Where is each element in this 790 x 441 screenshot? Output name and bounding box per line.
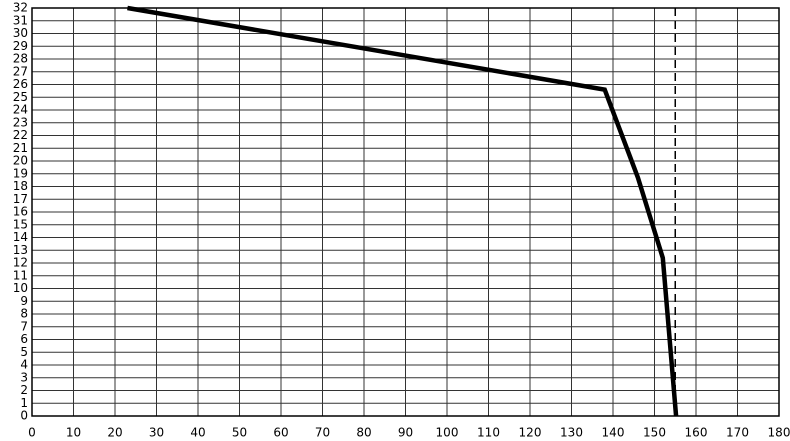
y-tick-label: 9 bbox=[20, 294, 28, 308]
x-tick-label: 70 bbox=[315, 426, 330, 440]
x-tick-label: 60 bbox=[273, 426, 288, 440]
y-tick-label: 11 bbox=[13, 268, 28, 282]
y-tick-label: 2 bbox=[20, 383, 28, 397]
y-tick-label: 19 bbox=[13, 166, 28, 180]
data-line bbox=[127, 5, 679, 417]
y-tick-label: 22 bbox=[13, 128, 28, 142]
x-tick-label: 180 bbox=[768, 426, 790, 440]
x-tick-label: 110 bbox=[477, 426, 500, 440]
x-tick-label: 170 bbox=[726, 426, 749, 440]
y-tick-label: 10 bbox=[13, 281, 28, 295]
y-tick-label: 25 bbox=[13, 90, 28, 104]
x-tick-label: 40 bbox=[190, 426, 205, 440]
y-tick-label: 18 bbox=[13, 179, 28, 193]
y-tick-label: 13 bbox=[13, 243, 28, 257]
y-tick-label: 32 bbox=[13, 1, 28, 15]
x-tick-label: 30 bbox=[149, 426, 164, 440]
x-tick-label: 90 bbox=[398, 426, 413, 440]
x-tick-label: 140 bbox=[602, 426, 625, 440]
y-tick-label: 24 bbox=[13, 103, 28, 117]
y-tick-label: 3 bbox=[20, 370, 28, 384]
x-tick-label: 20 bbox=[107, 426, 122, 440]
y-tick-label: 15 bbox=[13, 217, 28, 231]
x-tick-label: 100 bbox=[436, 426, 459, 440]
y-tick-label: 31 bbox=[13, 13, 28, 27]
y-tick-label: 17 bbox=[13, 192, 28, 206]
y-tick-label: 21 bbox=[13, 141, 28, 155]
y-tick-label: 27 bbox=[13, 64, 28, 78]
y-tick-label: 20 bbox=[13, 154, 28, 168]
x-tick-label: 80 bbox=[356, 426, 371, 440]
y-tick-label: 26 bbox=[13, 77, 28, 91]
y-tick-label: 23 bbox=[13, 115, 28, 129]
x-tick-label: 130 bbox=[560, 426, 583, 440]
y-tick-label: 29 bbox=[13, 39, 28, 53]
y-tick-label: 0 bbox=[20, 409, 28, 423]
y-tick-label: 5 bbox=[20, 345, 28, 359]
y-tick-label: 14 bbox=[13, 230, 28, 244]
x-tick-label: 150 bbox=[643, 426, 666, 440]
y-tick-label: 12 bbox=[13, 256, 28, 270]
y-tick-label: 6 bbox=[20, 332, 28, 346]
y-tick-label: 4 bbox=[20, 358, 28, 372]
y-tick-label: 8 bbox=[20, 307, 28, 321]
plot-frame bbox=[31, 7, 780, 417]
y-tick-label: 16 bbox=[13, 205, 28, 219]
x-tick-label: 160 bbox=[685, 426, 708, 440]
y-tick-label: 28 bbox=[13, 52, 28, 66]
y-tick-label: 1 bbox=[20, 396, 28, 410]
x-tick-label: 0 bbox=[28, 426, 36, 440]
x-tick-label: 120 bbox=[519, 426, 542, 440]
x-tick-label: 10 bbox=[66, 426, 81, 440]
y-tick-label: 7 bbox=[20, 319, 28, 333]
x-tick-label: 50 bbox=[232, 426, 247, 440]
y-tick-label: 30 bbox=[13, 26, 28, 40]
